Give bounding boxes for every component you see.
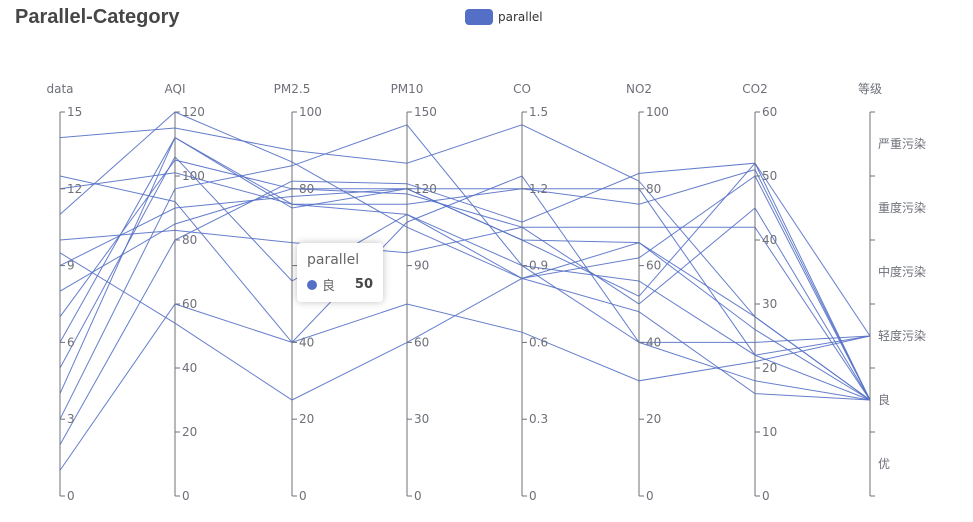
tick-label: 12 [67,182,82,196]
tick-label: 20 [762,361,777,375]
tick-label: 0 [299,489,307,503]
series-line-11[interactable] [59,303,871,471]
tick-label: 重度污染 [878,200,926,215]
series-line-14[interactable] [59,242,871,401]
tick-label: 0 [762,489,770,503]
tick-label: 30 [762,297,777,311]
axis-name: PM2.5 [274,82,311,96]
tick-label: 120 [182,105,205,119]
tick-label: 轻度污染 [878,328,926,343]
axis-1: AQI 0 20 40 60 80 100 120 [165,82,205,503]
tick-label: 15 [67,105,82,119]
tooltip-label: 良 [322,279,336,294]
tick-label: 60 [182,297,197,311]
tick-label: 严重污染 [878,136,926,151]
series-line-13[interactable] [59,111,871,401]
axis-name: PM10 [391,82,424,96]
tick-label: 80 [646,182,661,196]
tick-label: 0 [646,489,654,503]
tick-label: 40 [762,233,777,247]
tick-label: 100 [182,169,205,183]
legend-item-parallel[interactable]: parallel [465,9,543,25]
tick-label: 60 [414,335,429,349]
series-line-12[interactable] [59,175,871,344]
axis-name: NO2 [626,82,652,96]
legend-swatch-icon [465,9,493,25]
tick-label: 20 [182,425,197,439]
series-line-8[interactable] [59,136,871,401]
tick-label: 9 [67,259,75,273]
tooltip-value: 50 [354,277,373,292]
axis-6: CO2 0 10 20 30 40 50 60 [742,82,777,503]
tick-label: 60 [762,105,777,119]
tick-label: 120 [414,182,437,196]
tick-label: 1.2 [529,182,548,196]
tick-label: 3 [67,412,75,426]
series-lines [59,111,871,471]
tick-label: 60 [646,259,661,273]
axis-name: CO [513,82,531,96]
tick-label: 40 [182,361,197,375]
axis-7: 等级优 良 轻度污染 中度污染 重度污染 严重污染 [858,82,926,497]
tick-label: 优 [878,457,890,471]
axis-5: NO2 0 20 40 60 80 100 [626,82,669,503]
legend-label: parallel [498,10,543,24]
series-line-6[interactable] [59,136,871,401]
tooltip-marker-icon [307,279,317,290]
tick-label: 30 [414,412,429,426]
series-line-4[interactable] [59,188,871,401]
axis-4: CO 0 0.3 0.6 0.9 1.2 1.5 [513,82,548,503]
tick-label: 100 [299,105,322,119]
tick-label: 0 [67,489,75,503]
tick-label: 50 [762,169,777,183]
axis-name: 等级 [858,82,882,96]
tick-label: 150 [414,105,437,119]
axis-0: data 0 3 6 9 12 15 [46,82,82,503]
tick-label: 1.5 [529,105,548,119]
tick-label: 良 [878,392,890,407]
tick-label: 0 [529,489,537,503]
tick-label: 20 [646,412,661,426]
tick-label: 6 [67,335,75,349]
axis-name: AQI [165,82,186,96]
axis-name: data [46,82,73,96]
tick-label: 0 [414,489,422,503]
axis-3: PM10 0 30 60 90 120 150 [391,82,437,503]
tick-label: 10 [762,425,777,439]
chart-title: Parallel-Category [15,6,180,28]
tick-label: 100 [646,105,669,119]
axis-2: PM2.5020406080100 [274,82,322,503]
tick-label: 80 [299,182,314,196]
tick-label: 0.6 [529,335,548,349]
tick-label: 20 [299,412,314,426]
tick-label: 中度污染 [878,264,926,279]
tick-label: 90 [414,259,429,273]
tooltip-title: parallel [307,252,360,268]
tick-label: 40 [646,335,661,349]
tick-label: 0.9 [529,259,548,273]
series-line-0[interactable] [59,124,871,401]
series-line-3[interactable] [59,169,871,401]
tick-label: 40 [299,335,314,349]
tooltip: parallel 良 50 [297,243,383,302]
tick-label: 0 [182,489,190,503]
tick-label: 80 [182,233,197,247]
series-line-9[interactable] [59,124,871,420]
tick-label: 0.3 [529,412,548,426]
series-line-10[interactable] [59,162,871,446]
axis-name: CO2 [742,82,767,96]
